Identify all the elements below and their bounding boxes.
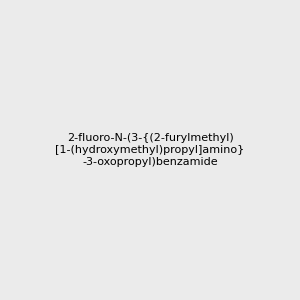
Text: 2-fluoro-N-(3-{(2-furylmethyl)
[1-(hydroxymethyl)propyl]amino}
-3-oxopropyl)benz: 2-fluoro-N-(3-{(2-furylmethyl) [1-(hydro…: [56, 134, 244, 166]
